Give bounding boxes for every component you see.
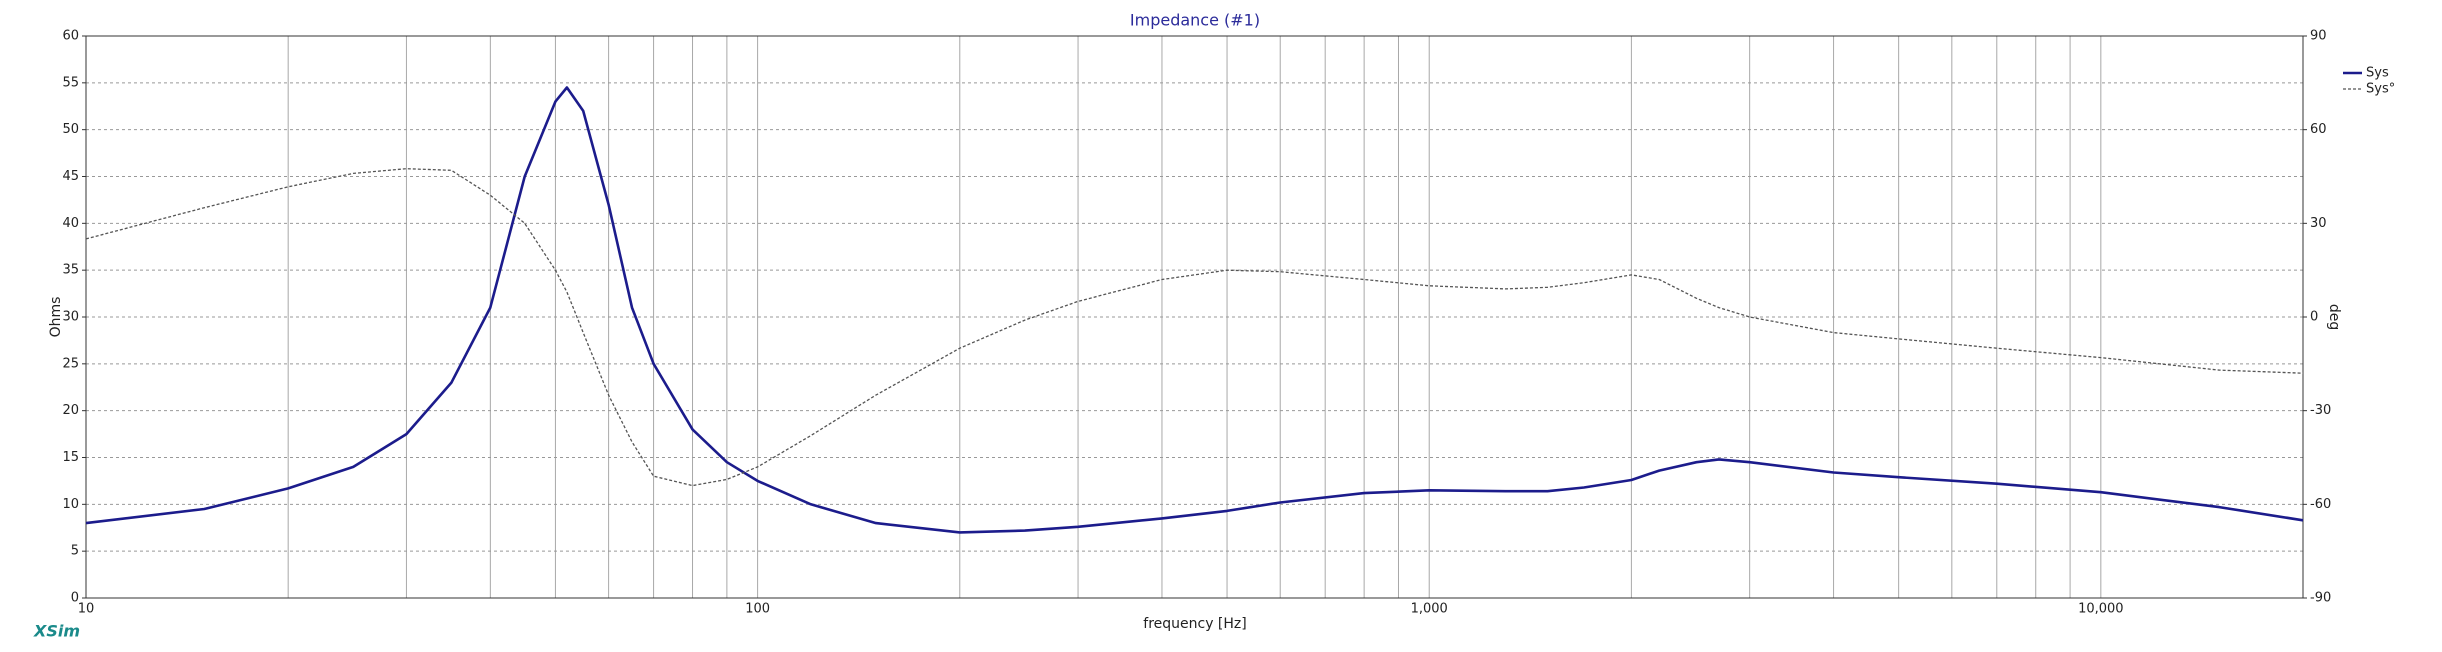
legend-label: Sys° xyxy=(2366,82,2395,97)
y-tick-label: 0 xyxy=(71,591,79,606)
plot-frame xyxy=(85,35,2304,599)
x-axis-label: frequency [Hz] xyxy=(1143,616,1246,632)
y-tick-label: 60 xyxy=(62,29,79,44)
y-tick-label: 25 xyxy=(62,356,79,371)
y2-tick-label: 30 xyxy=(2310,216,2327,231)
y2-tick-label: 0 xyxy=(2310,310,2318,325)
series-line xyxy=(85,86,2304,534)
y2-tick-label: 90 xyxy=(2310,29,2327,44)
y-tick-label: 50 xyxy=(62,122,79,137)
y-tick-label: 30 xyxy=(62,310,79,325)
y-axis-label: Ohms xyxy=(48,297,64,338)
logo: XSim xyxy=(33,622,80,641)
x-tick-label: 10 xyxy=(78,602,95,617)
y-tick-label: 5 xyxy=(71,544,79,559)
x-tick-label: 100 xyxy=(745,602,770,617)
chart-title: Impedance (#1) xyxy=(1130,11,1260,30)
y2-tick-label: 60 xyxy=(2310,122,2327,137)
y-tick-label: 35 xyxy=(62,263,79,278)
y-tick-label: 15 xyxy=(62,450,79,465)
y2-tick-label: -30 xyxy=(2310,403,2331,418)
y-tick-label: 40 xyxy=(62,216,79,231)
y2-axis-label: deg xyxy=(2326,304,2342,330)
x-tick-label: 10,000 xyxy=(2078,602,2124,617)
y2-tick-label: -60 xyxy=(2310,497,2331,512)
y-tick-label: 20 xyxy=(62,403,79,418)
series-line xyxy=(85,168,2304,487)
y-tick-label: 10 xyxy=(62,497,79,512)
x-tick-label: 1,000 xyxy=(1411,602,1448,617)
legend-label: Sys xyxy=(2366,66,2389,81)
y-tick-label: 55 xyxy=(62,75,79,90)
y-tick-label: 45 xyxy=(62,169,79,184)
y2-tick-label: -90 xyxy=(2310,591,2331,606)
